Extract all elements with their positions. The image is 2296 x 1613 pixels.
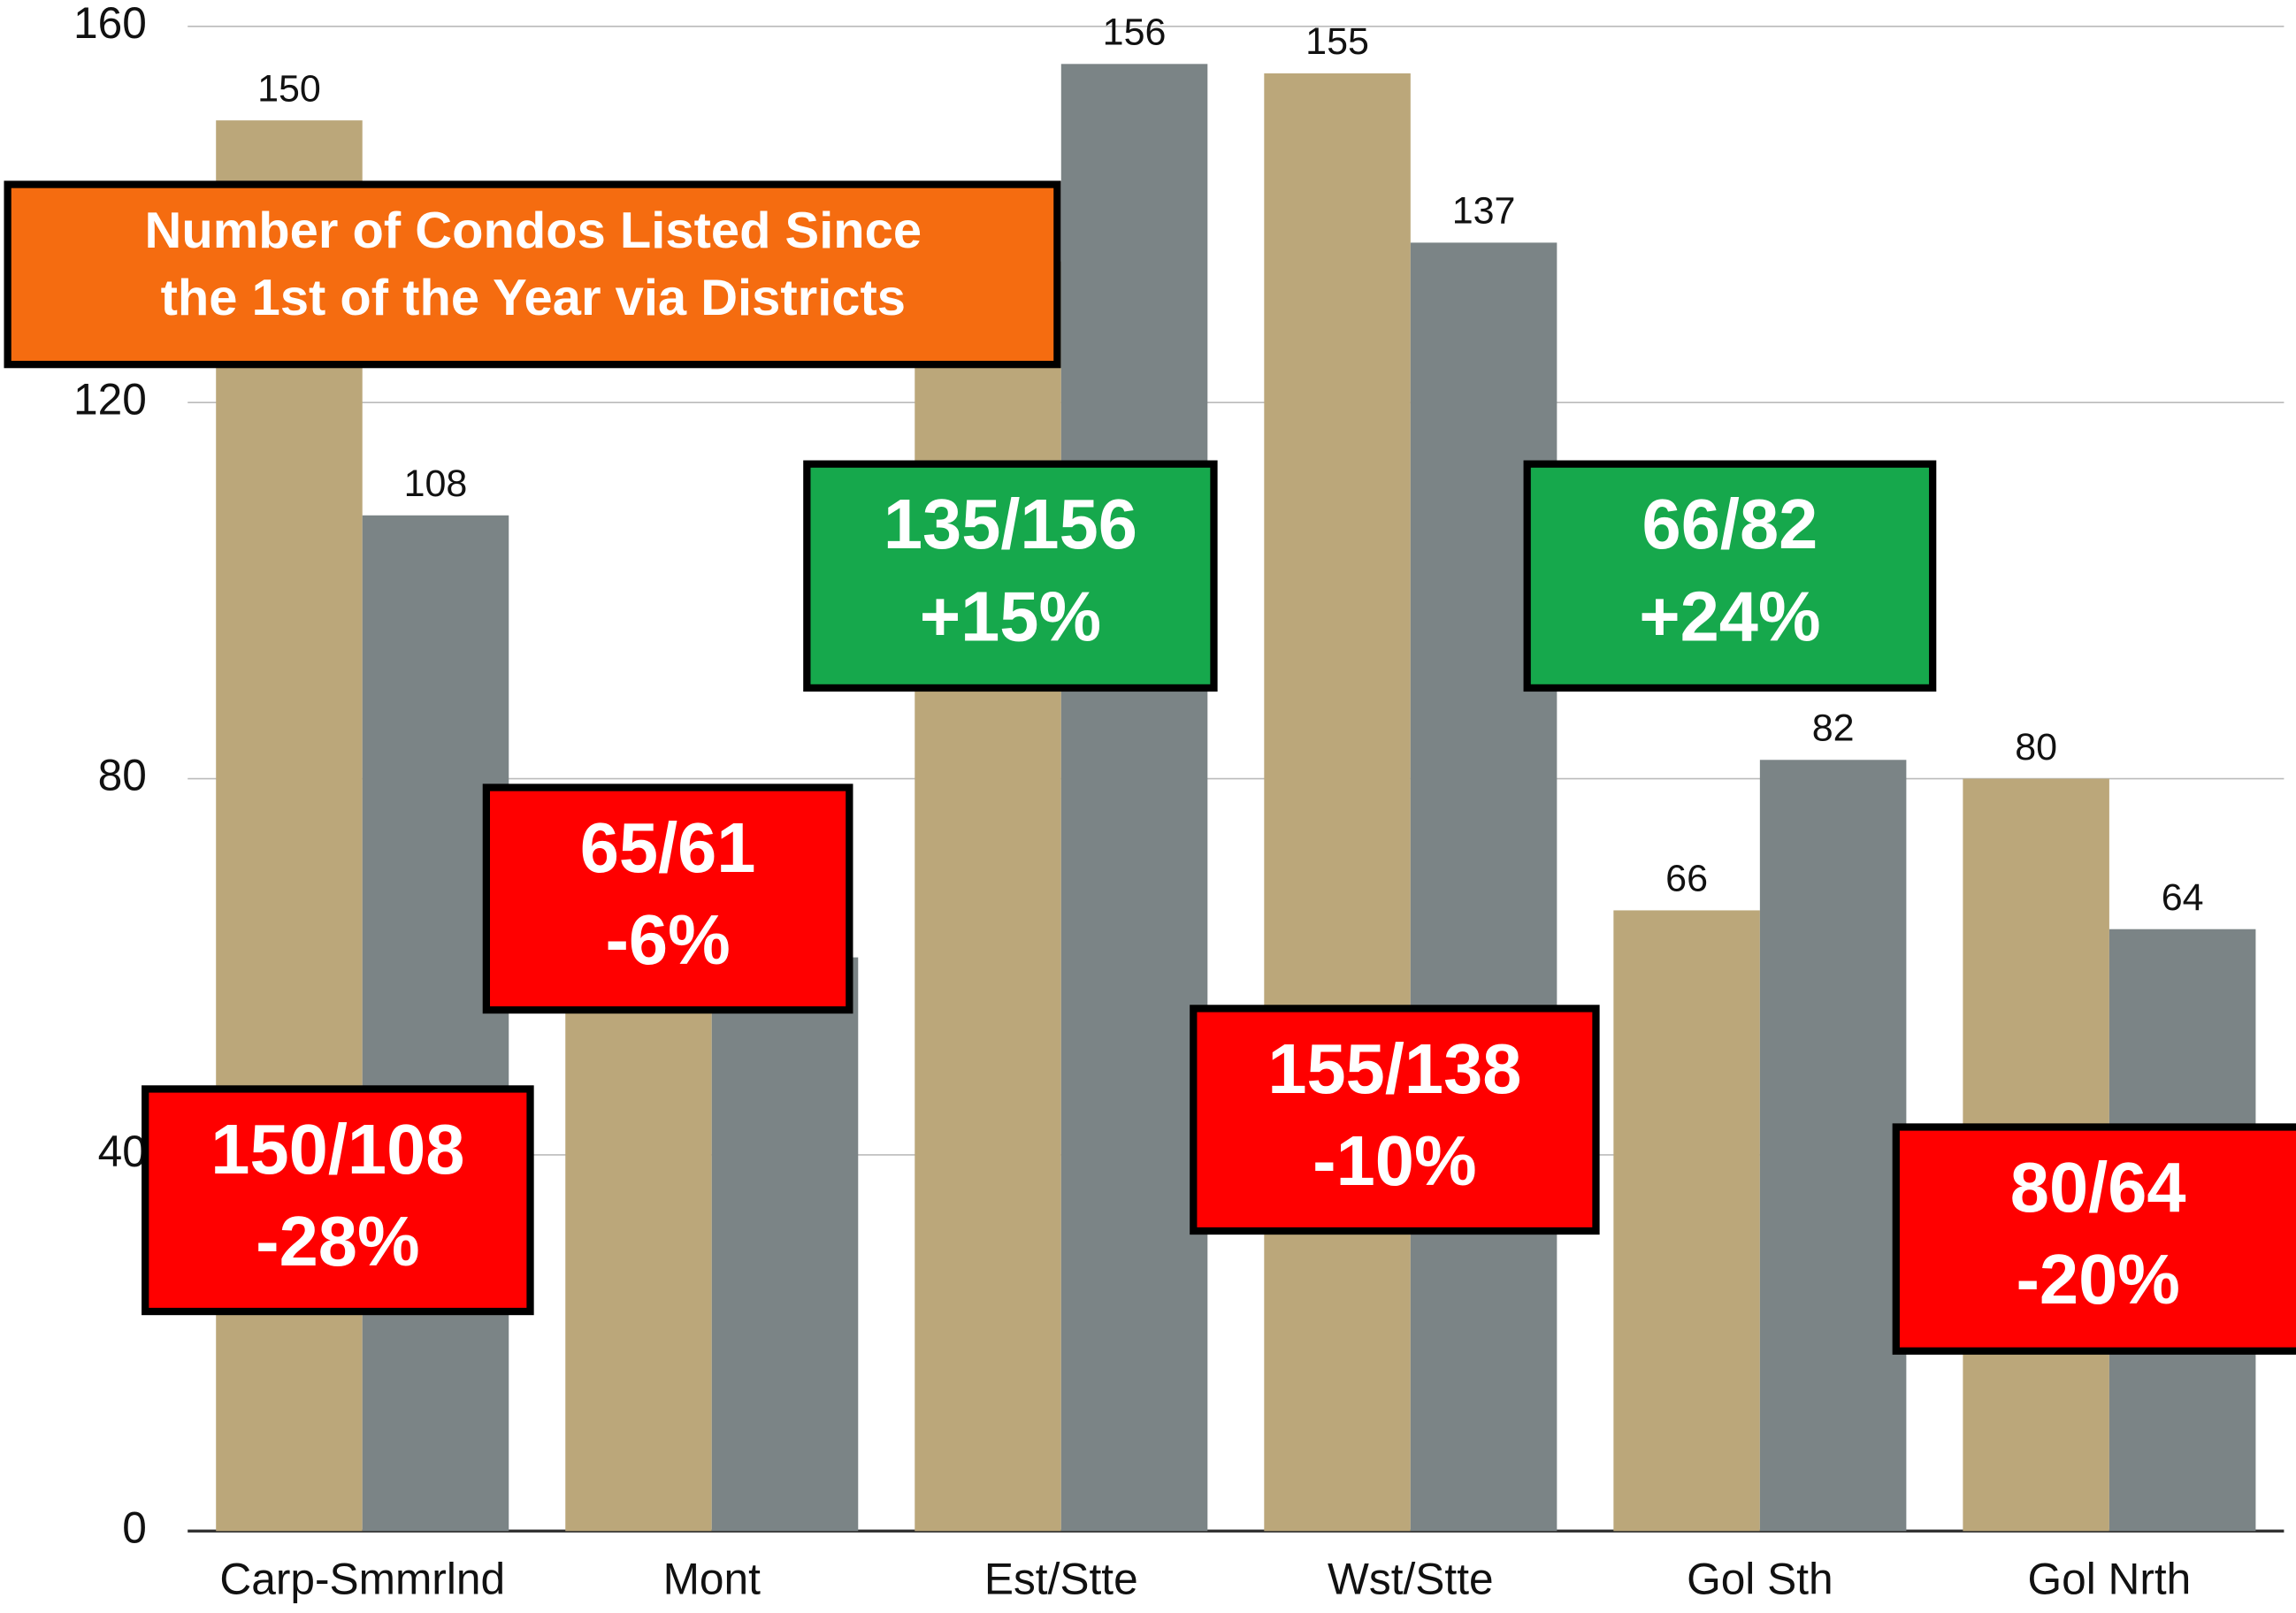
x-tick-label: Wst/Stte: [1328, 1554, 1494, 1603]
x-tick-label: Carp-Smmrlnd: [219, 1554, 505, 1603]
y-tick-label: 120: [73, 374, 147, 424]
x-tick-label: Est/Stte: [984, 1554, 1138, 1603]
annotation-text: 80/64: [2010, 1148, 2186, 1227]
value-label: 82: [1812, 707, 1855, 750]
bar: [1410, 242, 1557, 1532]
annotation-text: +15%: [920, 577, 1101, 655]
value-label: 137: [1452, 190, 1516, 233]
value-label: 66: [1665, 858, 1708, 900]
x-tick-label: Mont: [663, 1554, 762, 1603]
x-tick-label: Gol Sth: [1687, 1554, 1833, 1603]
bar: [1759, 760, 1907, 1532]
value-label: 150: [257, 67, 321, 110]
annotation-box: [1190, 1005, 1600, 1235]
bar: [711, 957, 859, 1532]
annotation-text: +24%: [1639, 577, 1820, 655]
x-tick-label: Gol Nrth: [2027, 1554, 2191, 1603]
chart-title: Number of Condos Listed Since: [145, 203, 922, 259]
value-label: 64: [2162, 876, 2204, 919]
bar: [1613, 910, 1760, 1532]
annotation-text: -10%: [1313, 1121, 1476, 1200]
annotation-box: [142, 1085, 534, 1316]
title-box: [4, 180, 1061, 369]
bar: [565, 920, 712, 1532]
annotation-box: [803, 460, 1218, 692]
annotation-text: -20%: [2016, 1240, 2179, 1319]
annotation-text: 66/82: [1642, 485, 1818, 563]
y-tick-label: 40: [98, 1127, 147, 1176]
bar: [915, 261, 1061, 1532]
value-label: 155: [1305, 20, 1369, 63]
bar: [1060, 64, 1208, 1532]
annotation-text: 65/61: [580, 808, 756, 887]
bar: [362, 515, 509, 1532]
value-label: 108: [404, 462, 468, 505]
annotation-text: 135/156: [884, 485, 1137, 563]
value-label: 156: [1103, 11, 1167, 54]
value-label: 80: [2015, 726, 2057, 768]
annotation-box: [482, 784, 853, 1014]
annotation-text: -6%: [605, 900, 730, 979]
y-tick-label: 80: [98, 751, 147, 800]
annotation-text: -28%: [256, 1202, 419, 1280]
y-tick-label: 0: [122, 1502, 147, 1552]
annotation-box: [1523, 460, 1937, 692]
annotation-box: [1892, 1123, 2296, 1355]
bar: [1264, 73, 1411, 1532]
annotation-text: 150/108: [210, 1110, 464, 1189]
annotation-text: 155/138: [1267, 1029, 1521, 1108]
chart-title: the 1st of the Year via Districts: [161, 270, 906, 326]
y-tick-label: 160: [73, 0, 147, 48]
